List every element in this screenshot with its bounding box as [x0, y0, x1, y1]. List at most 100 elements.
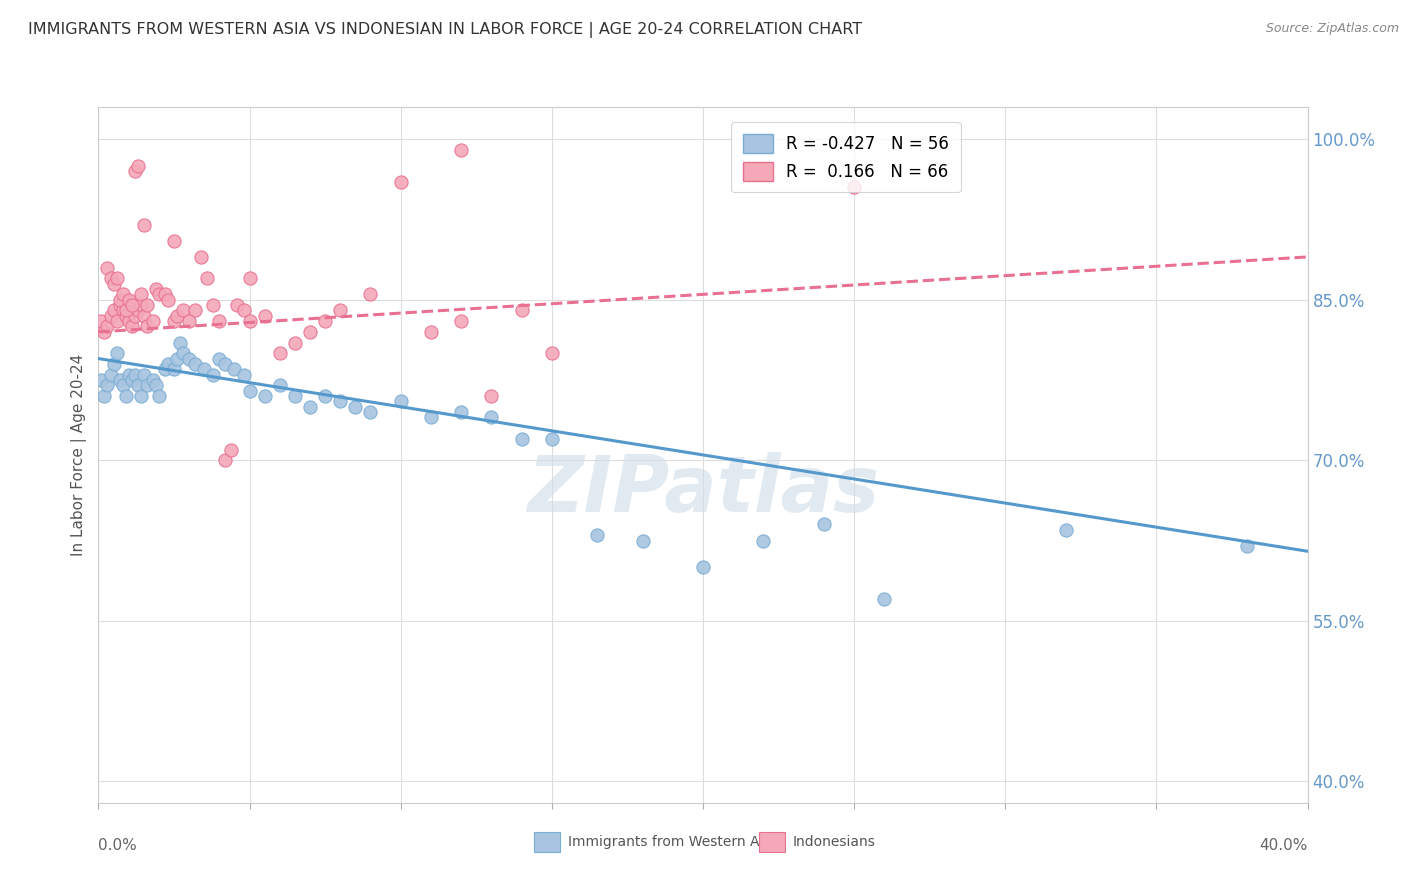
Point: [221, 442, 243, 457]
Point: [156, 357, 179, 371]
Text: Immigrants from Western Asia: Immigrants from Western Asia: [568, 835, 779, 849]
Point: [253, 389, 276, 403]
Point: [420, 410, 443, 425]
Point: [127, 303, 149, 318]
Point: [163, 234, 186, 248]
Point: [1236, 539, 1258, 553]
Point: [179, 314, 201, 328]
Point: [114, 309, 136, 323]
Point: [450, 314, 472, 328]
Point: [190, 250, 212, 264]
Point: [360, 287, 382, 301]
Point: [389, 175, 412, 189]
Point: [208, 351, 231, 366]
Point: [1054, 523, 1077, 537]
Point: [586, 528, 609, 542]
Point: [193, 362, 215, 376]
Point: [93, 325, 115, 339]
Point: [163, 314, 186, 328]
Point: [103, 303, 125, 318]
Point: [118, 314, 141, 328]
Text: 40.0%: 40.0%: [1260, 838, 1308, 854]
Point: [239, 314, 262, 328]
Point: [129, 298, 152, 312]
Point: [124, 164, 146, 178]
Point: [226, 298, 249, 312]
Point: [389, 394, 412, 409]
Point: [132, 218, 155, 232]
Point: [93, 389, 115, 403]
Point: [873, 592, 896, 607]
Point: [510, 432, 533, 446]
Text: IMMIGRANTS FROM WESTERN ASIA VS INDONESIAN IN LABOR FORCE | AGE 20-24 CORRELATIO: IMMIGRANTS FROM WESTERN ASIA VS INDONESI…: [28, 22, 862, 38]
Point: [124, 368, 146, 382]
Point: [172, 303, 194, 318]
Point: [148, 389, 170, 403]
Point: [224, 362, 246, 376]
Point: [214, 453, 236, 467]
Text: Source: ZipAtlas.com: Source: ZipAtlas.com: [1265, 22, 1399, 36]
Point: [132, 309, 155, 323]
Point: [184, 357, 207, 371]
Point: [172, 346, 194, 360]
Point: [121, 298, 143, 312]
Point: [284, 389, 307, 403]
Point: [118, 293, 141, 307]
Point: [129, 389, 152, 403]
Point: [214, 357, 236, 371]
Point: [121, 373, 143, 387]
Point: [127, 378, 149, 392]
Point: [540, 346, 562, 360]
Point: [844, 180, 866, 194]
Point: [269, 378, 291, 392]
Point: [103, 277, 125, 291]
Point: [111, 287, 134, 301]
Point: [121, 319, 143, 334]
Point: [239, 384, 262, 398]
Point: [100, 271, 122, 285]
Point: [100, 309, 122, 323]
Point: [96, 260, 118, 275]
Point: [269, 346, 291, 360]
Point: [510, 303, 533, 318]
Point: [145, 282, 167, 296]
Point: [135, 319, 157, 334]
Text: ZIPatlas: ZIPatlas: [527, 451, 879, 528]
Point: [105, 271, 128, 285]
Point: [299, 400, 322, 414]
Point: [239, 271, 262, 285]
Point: [179, 351, 201, 366]
Text: Indonesians: Indonesians: [793, 835, 876, 849]
Text: 0.0%: 0.0%: [98, 838, 138, 854]
Point: [208, 314, 231, 328]
Point: [148, 287, 170, 301]
Point: [329, 303, 352, 318]
Point: [142, 314, 165, 328]
Point: [90, 314, 112, 328]
Point: [96, 378, 118, 392]
Y-axis label: In Labor Force | Age 20-24: In Labor Force | Age 20-24: [72, 354, 87, 556]
Point: [232, 303, 254, 318]
Point: [129, 287, 152, 301]
Point: [329, 394, 352, 409]
Point: [135, 298, 157, 312]
Point: [124, 309, 146, 323]
Point: [314, 314, 336, 328]
Point: [420, 325, 443, 339]
Point: [202, 298, 225, 312]
Point: [145, 378, 167, 392]
Legend: R = -0.427   N = 56, R =  0.166   N = 66: R = -0.427 N = 56, R = 0.166 N = 66: [731, 122, 960, 193]
Point: [111, 378, 134, 392]
Point: [163, 362, 186, 376]
Point: [103, 357, 125, 371]
Point: [127, 159, 149, 173]
Point: [96, 319, 118, 334]
Point: [540, 432, 562, 446]
Point: [631, 533, 654, 548]
Point: [360, 405, 382, 419]
Point: [813, 517, 835, 532]
Point: [169, 335, 191, 350]
Point: [232, 368, 254, 382]
Point: [105, 346, 128, 360]
Point: [166, 309, 188, 323]
